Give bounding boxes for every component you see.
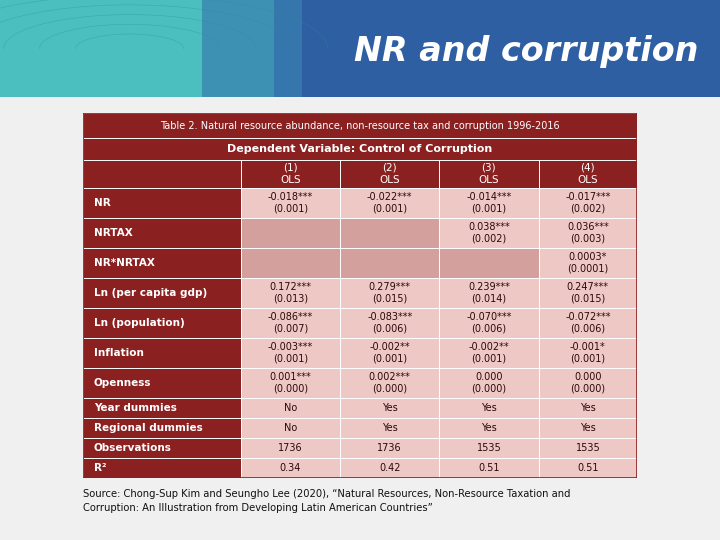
Text: (4)
OLS: (4) OLS [577,163,598,185]
Text: (3)
OLS: (3) OLS [479,163,499,185]
Text: 0.001***
(0.000): 0.001*** (0.000) [269,372,311,394]
Bar [539,398,637,418]
Text: 0.0003*
(0.0001): 0.0003* (0.0001) [567,252,608,274]
Bar [240,308,340,338]
Text: Table 2. Natural resource abundance, non-resource tax and corruption 1996-2016: Table 2. Natural resource abundance, non… [160,121,560,131]
Bar [83,438,240,458]
Bar [240,398,340,418]
Text: 0.000
(0.000): 0.000 (0.000) [570,372,606,394]
Bar [83,338,240,368]
Bar [83,247,240,278]
Text: R²: R² [94,463,107,473]
Bar [340,398,439,418]
Text: Regional dummies: Regional dummies [94,423,202,433]
Bar [340,308,439,338]
Bar [539,308,637,338]
Text: Yes: Yes [382,423,397,433]
Text: 0.038***
(0.002): 0.038*** (0.002) [468,221,510,244]
Bar [83,398,240,418]
Bar [539,438,637,458]
Bar [340,278,439,308]
Text: NR: NR [94,198,111,207]
Text: 0.239***
(0.014): 0.239*** (0.014) [468,282,510,303]
Text: -0.018***
(0.001): -0.018*** (0.001) [268,192,313,213]
Text: Inflation: Inflation [94,348,144,357]
Bar [340,247,439,278]
Text: -0.022***
(0.001): -0.022*** (0.001) [367,192,413,213]
Text: -0.002**
(0.001): -0.002** (0.001) [369,342,410,364]
Text: Yes: Yes [481,423,497,433]
Text: -0.072***
(0.006): -0.072*** (0.006) [565,312,611,334]
Text: Dependent Variable: Control of Corruption: Dependent Variable: Control of Corruptio… [228,144,492,154]
Text: Yes: Yes [580,423,595,433]
Text: 0.51: 0.51 [577,463,598,473]
Bar [539,160,637,187]
Text: Ln (population): Ln (population) [94,318,184,328]
Bar [240,218,340,247]
Text: Observations: Observations [94,443,172,453]
Bar [83,418,240,438]
Bar [340,418,439,438]
Text: 1535: 1535 [575,443,600,453]
Bar [539,187,637,218]
Bar [439,398,539,418]
Text: -0.083***
(0.006): -0.083*** (0.006) [367,312,413,334]
Text: -0.014***
(0.001): -0.014*** (0.001) [467,192,511,213]
Text: Openness: Openness [94,378,151,388]
Bar [539,278,637,308]
Bar [240,247,340,278]
Bar [240,418,340,438]
Bar [340,218,439,247]
Bar [439,418,539,438]
Text: 0.036***
(0.003): 0.036*** (0.003) [567,221,608,244]
Bar [240,160,340,187]
Bar [240,368,340,398]
Bar [83,458,240,478]
Bar [439,458,539,478]
Bar [83,278,240,308]
Text: NR*NRTAX: NR*NRTAX [94,258,155,268]
Bar [439,160,539,187]
Text: 0.279***
(0.015): 0.279*** (0.015) [369,282,410,303]
Bar [0,0,274,97]
Text: Yes: Yes [382,403,397,413]
Bar [240,458,340,478]
Text: 0.34: 0.34 [280,463,301,473]
Text: No: No [284,403,297,413]
Bar [83,160,240,187]
Text: 0.000
(0.000): 0.000 (0.000) [472,372,506,394]
Bar [340,160,439,187]
Bar [83,138,637,160]
Bar [340,187,439,218]
Bar [340,458,439,478]
Text: No: No [284,423,297,433]
Bar [439,338,539,368]
Text: -0.002**
(0.001): -0.002** (0.001) [469,342,509,364]
Bar [83,218,240,247]
Bar [539,218,637,247]
Text: Source: Chong-Sup Kim and Seungho Lee (2020), “Natural Resources, Non-Resource T: Source: Chong-Sup Kim and Seungho Lee (2… [83,489,570,512]
Bar [439,368,539,398]
Text: (2)
OLS: (2) OLS [379,163,400,185]
Bar [539,247,637,278]
Text: -0.017***
(0.002): -0.017*** (0.002) [565,192,611,213]
Text: 0.172***
(0.013): 0.172*** (0.013) [269,282,312,303]
Bar [202,0,302,97]
Bar [83,187,240,218]
Bar [539,418,637,438]
Bar [439,218,539,247]
Bar [83,308,240,338]
Text: 0.51: 0.51 [478,463,500,473]
Bar [539,368,637,398]
Bar [539,338,637,368]
Text: -0.070***
(0.006): -0.070*** (0.006) [467,312,512,334]
Text: 0.002***
(0.000): 0.002*** (0.000) [369,372,410,394]
Bar [539,458,637,478]
Text: Yes: Yes [481,403,497,413]
Text: NR and corruption: NR and corruption [354,35,698,68]
Bar [0,0,302,97]
Bar [439,278,539,308]
Bar [340,338,439,368]
Bar [83,113,637,138]
Text: -0.003***
(0.001): -0.003*** (0.001) [268,342,313,364]
